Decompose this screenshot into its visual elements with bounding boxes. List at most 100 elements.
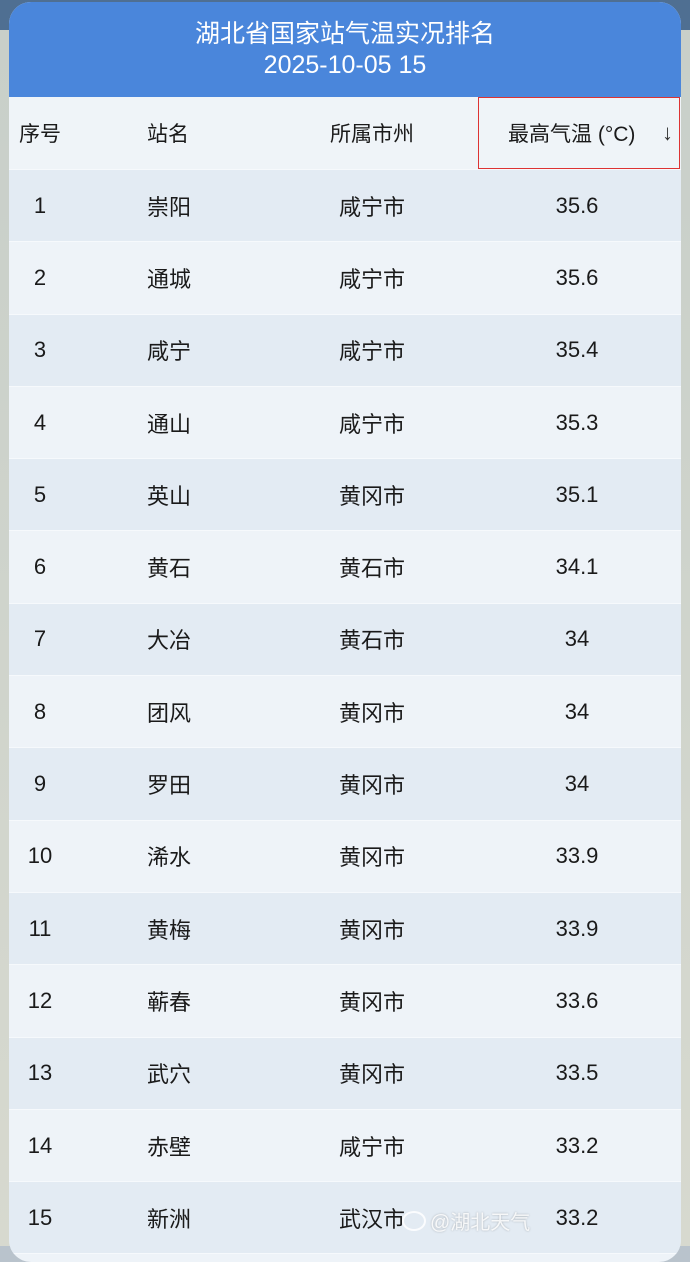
rank-cell-text: 10: [27, 843, 53, 869]
station-cell: 黄石: [147, 551, 191, 583]
temp-cell-text: 33.6: [555, 987, 599, 1013]
table-row[interactable]: 12 蕲春 黄冈市 33.6: [9, 965, 681, 1038]
city-cell-text: 黄石市: [339, 628, 406, 654]
station-cell-text: 大冶: [147, 628, 192, 654]
weibo-icon: [402, 1210, 426, 1231]
temp-cell-text: 35.4: [555, 337, 599, 363]
station-cell: 罗田: [147, 768, 191, 800]
station-cell: 新洲: [147, 1202, 191, 1234]
rank-cell-text: 7: [33, 626, 47, 652]
station-cell: 武穴: [147, 1057, 191, 1089]
rank-cell-text: 11: [28, 915, 52, 941]
temp-cell-text: 33.2: [555, 1204, 599, 1230]
station-cell: 崇阳: [147, 190, 191, 222]
rank-cell-text: 3: [33, 337, 47, 363]
station-cell-text: 黄梅: [147, 917, 192, 943]
city-cell-text: 咸宁市: [339, 266, 406, 292]
table-row[interactable]: 5 英山 黄冈市 35.1: [9, 459, 681, 532]
table-row[interactable]: 3 咸宁 咸宁市 35.4: [9, 314, 681, 387]
table-row[interactable]: 10 浠水 黄冈市 33.9: [9, 820, 681, 893]
ranking-card: 湖北省国家站气温实况排名 2025-10-05 15 序号 站名 所属市州 最高…: [9, 2, 681, 1262]
temp-cell-text: 35.6: [555, 192, 599, 218]
station-cell-text: 团风: [147, 700, 192, 726]
city-cell-text: 黄冈市: [339, 917, 406, 943]
rank-cell-text: 1: [33, 192, 47, 218]
temp-cell-text: 33.5: [555, 1060, 599, 1086]
station-cell: 大冶: [147, 623, 191, 655]
station-cell-text: 罗田: [147, 773, 192, 799]
page-title: 湖北省国家站气温实况排名: [194, 20, 495, 48]
table-header: 序号 站名 所属市州 最高气温 (°C) ↓: [9, 97, 681, 170]
station-cell-text: 赤壁: [147, 1134, 192, 1160]
table-body: 1 崇阳 咸宁市 35.6 2 通城 咸宁市 35.6 3 咸宁 咸宁市 35.4 4 通山 咸宁市 35.3…: [9, 170, 681, 1255]
station-cell: 浠水: [147, 840, 191, 872]
station-cell: 蕲春: [147, 985, 191, 1017]
rank-cell-text: 6: [33, 554, 47, 580]
station-cell-text: 新洲: [147, 1206, 192, 1232]
city-cell-text: 黄冈市: [339, 483, 406, 509]
station-cell-text: 英山: [147, 483, 192, 509]
city-cell-text: 咸宁市: [339, 411, 406, 437]
station-cell: 通山: [147, 407, 191, 439]
station-cell-text: 蕲春: [147, 989, 192, 1015]
table-row[interactable]: 7 大冶 黄石市 34: [9, 603, 681, 677]
watermark: @湖北天气: [402, 1206, 530, 1235]
station-cell: 咸宁: [147, 334, 191, 366]
column-header-temp[interactable]: 最高气温 (°C) ↓: [478, 97, 680, 169]
rank-cell-text: 13: [27, 1060, 53, 1086]
table-row[interactable]: 13 武穴 黄冈市 33.5: [9, 1037, 681, 1110]
datetime: 2025-10-05 15: [263, 51, 427, 79]
station-cell: 英山: [147, 479, 191, 511]
temp-cell-text: 35.3: [555, 409, 599, 435]
rank-cell-text: 8: [33, 698, 47, 724]
temp-cell-text: 35.1: [555, 481, 599, 507]
table-row[interactable]: 4 通山 咸宁市 35.3: [9, 386, 681, 460]
city-cell-text: 武汉市: [339, 1206, 406, 1232]
sort-descending-icon[interactable]: ↓: [662, 120, 673, 145]
column-label: 所属市州: [330, 123, 414, 146]
table-row[interactable]: 8 团风 黄冈市 34: [9, 676, 681, 749]
station-cell-text: 黄石: [147, 556, 192, 582]
rank-cell-text: 12: [27, 987, 53, 1013]
rank-cell-text: 4: [33, 409, 47, 435]
station-cell-text: 通山: [147, 411, 192, 437]
station-cell: 团风: [147, 696, 191, 728]
table-row[interactable]: 9 罗田 黄冈市 34: [9, 748, 681, 821]
city-cell-text: 咸宁市: [339, 339, 406, 365]
city-cell-text: 黄冈市: [339, 989, 406, 1015]
rank-cell-text: 14: [27, 1132, 53, 1158]
temp-cell-text: 35.6: [555, 264, 599, 290]
station-cell-text: 武穴: [147, 1062, 192, 1088]
station-cell-text: 崇阳: [147, 194, 192, 220]
temp-cell-text: 34.1: [555, 554, 599, 580]
table-row[interactable]: 1 崇阳 咸宁市 35.6: [9, 170, 681, 243]
station-cell: 黄梅: [147, 913, 191, 945]
station-cell-text: 通城: [147, 266, 192, 292]
rank-cell-text: 2: [33, 264, 47, 290]
table-row[interactable]: 15 新洲 武汉市 33.2: [9, 1182, 681, 1255]
table-row[interactable]: 2 通城 咸宁市 35.6: [9, 242, 681, 315]
column-header-station[interactable]: 站名: [147, 123, 189, 146]
station-cell-text: 浠水: [147, 845, 192, 871]
temp-cell-text: 33.9: [555, 915, 599, 941]
city-cell-text: 咸宁市: [339, 194, 406, 220]
station-cell: 通城: [147, 262, 191, 294]
rank-cell-text: 15: [27, 1204, 53, 1230]
temp-cell-text: 34: [564, 626, 590, 652]
table-row[interactable]: 14 赤壁 咸宁市 33.2: [9, 1109, 681, 1183]
watermark-text: @湖北天气: [430, 1212, 531, 1234]
temp-cell-text: 34: [564, 698, 590, 724]
city-cell-text: 黄冈市: [339, 845, 406, 871]
table-row[interactable]: 6 黄石 黄石市 34.1: [9, 531, 681, 604]
rank-cell-text: 5: [33, 481, 47, 507]
card-header: 湖北省国家站气温实况排名 2025-10-05 15: [9, 2, 681, 97]
city-cell-text: 咸宁市: [339, 1134, 406, 1160]
city-cell-text: 黄石市: [339, 556, 406, 582]
city-cell-text: 黄冈市: [339, 700, 406, 726]
city-cell-text: 黄冈市: [339, 773, 406, 799]
column-label: 序号: [19, 123, 61, 146]
rank-cell-text: 9: [33, 771, 47, 797]
city-cell-text: 黄冈市: [339, 1062, 406, 1088]
table-row[interactable]: 11 黄梅 黄冈市 33.9: [9, 892, 681, 966]
column-label: 最高气温 (°C): [508, 123, 636, 146]
